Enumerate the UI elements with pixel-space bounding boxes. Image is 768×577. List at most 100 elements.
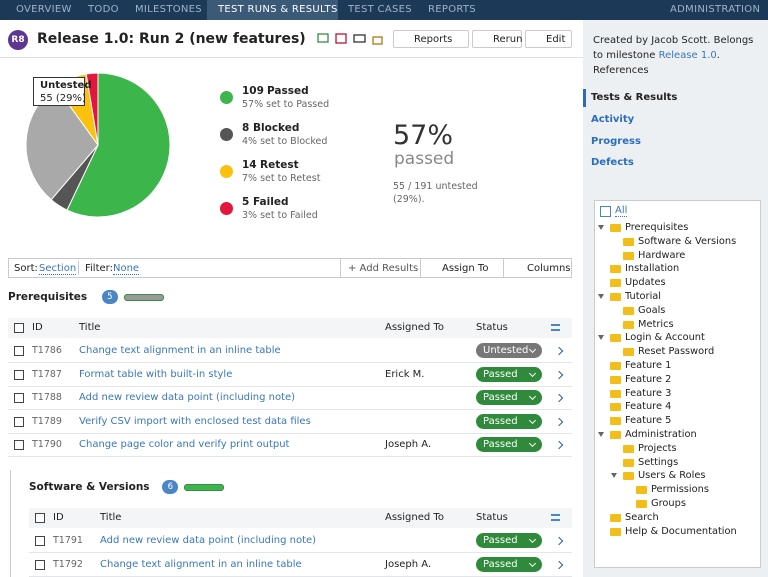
sort-value[interactable]: Section bbox=[39, 263, 77, 275]
checkbox[interactable] bbox=[35, 536, 45, 546]
tree-filter[interactable]: All bbox=[615, 205, 628, 217]
tree-toggle[interactable] bbox=[598, 225, 604, 230]
nav-item[interactable]: OVERVIEW bbox=[16, 4, 72, 15]
tree-item[interactable]: Groups bbox=[651, 498, 686, 509]
status-pill[interactable]: Passed bbox=[476, 556, 542, 572]
tree-item[interactable]: Updates bbox=[625, 277, 666, 289]
status-pill[interactable]: Untested bbox=[476, 343, 542, 358]
nav-item[interactable]: TODO bbox=[88, 4, 119, 15]
tree-item[interactable]: Settings bbox=[638, 456, 679, 468]
tree-item[interactable]: Goals bbox=[638, 304, 666, 316]
tree-item[interactable]: Permissions bbox=[651, 484, 709, 496]
tree-item[interactable]: Reset Password bbox=[638, 346, 715, 358]
status-pill[interactable]: Passed bbox=[476, 533, 542, 548]
tree-item[interactable]: Search bbox=[625, 511, 659, 523]
nav-item[interactable]: MILESTONES bbox=[135, 4, 202, 15]
tree-toggle[interactable] bbox=[598, 294, 604, 299]
tree-item[interactable]: Users & Roles bbox=[638, 470, 706, 482]
row-divider bbox=[8, 362, 572, 363]
case-id: T1789 bbox=[32, 415, 62, 427]
checkbox[interactable] bbox=[35, 513, 45, 523]
filter-value[interactable]: None bbox=[113, 263, 140, 275]
header-button[interactable]: Edit bbox=[525, 30, 572, 48]
row-chevron[interactable] bbox=[554, 441, 564, 450]
tree-item[interactable]: Software & Versions bbox=[638, 235, 737, 247]
checkbox[interactable] bbox=[14, 369, 24, 380]
tree-folder bbox=[623, 348, 634, 357]
row-divider bbox=[8, 409, 572, 411]
tree-folder bbox=[610, 224, 621, 232]
sidebar-menu-item[interactable]: Defects bbox=[591, 157, 634, 169]
case-title[interactable]: Add new review data point (including not… bbox=[79, 392, 296, 404]
tree-toggle[interactable] bbox=[598, 432, 604, 437]
status-pill[interactable]: Passed bbox=[476, 413, 542, 429]
tree-item[interactable]: Metrics bbox=[638, 318, 674, 330]
checkbox[interactable] bbox=[14, 416, 24, 427]
sidebar-menu-item[interactable]: Tests & Results bbox=[591, 92, 678, 103]
checkbox[interactable] bbox=[14, 393, 24, 404]
status-pill[interactable]: Passed bbox=[476, 437, 542, 453]
tree-item[interactable]: Hardware bbox=[638, 249, 686, 261]
row-chevron[interactable] bbox=[554, 370, 564, 379]
case-title[interactable]: Change text alignment in an inline table bbox=[79, 345, 281, 356]
untested-summary: 55 / 191 untested (29%). bbox=[393, 181, 478, 205]
tree-item[interactable]: Prerequisites bbox=[625, 222, 689, 233]
sidebar-menu-item[interactable]: Activity bbox=[591, 113, 635, 125]
filter-label: Filter: bbox=[85, 263, 113, 274]
status-pill[interactable]: Passed bbox=[476, 390, 542, 406]
tree-toggle[interactable] bbox=[598, 335, 604, 341]
tree-item[interactable]: Feature 1 bbox=[625, 360, 672, 371]
row-chevron[interactable] bbox=[554, 417, 564, 427]
tree-item[interactable]: Feature 5 bbox=[625, 415, 672, 427]
nav-item[interactable]: REPORTS bbox=[428, 4, 476, 15]
row-chevron[interactable] bbox=[554, 560, 564, 569]
tree-toggle[interactable] bbox=[611, 473, 617, 479]
row-chevron[interactable] bbox=[554, 536, 564, 546]
milestone-link[interactable]: Release 1.0 bbox=[658, 50, 717, 61]
tree-item[interactable]: Installation bbox=[625, 263, 680, 275]
case-title[interactable]: Add new review data point (including not… bbox=[100, 535, 317, 546]
tooltip-detail: 55 (29%) bbox=[40, 93, 86, 104]
percent-label: passed bbox=[394, 149, 455, 169]
tree-item[interactable]: Login & Account bbox=[625, 332, 705, 344]
tree-item[interactable]: Tutorial bbox=[625, 291, 662, 302]
case-title[interactable]: Format table with built-in style bbox=[79, 368, 233, 380]
tree-item[interactable]: Feature 3 bbox=[625, 387, 672, 399]
sidebar-menu-item[interactable]: Progress bbox=[591, 135, 641, 147]
checkbox[interactable] bbox=[14, 323, 24, 333]
checkbox[interactable] bbox=[14, 440, 24, 451]
case-id: T1786 bbox=[32, 345, 62, 356]
table-header bbox=[29, 508, 572, 528]
add-results[interactable]: + Add Results bbox=[348, 263, 419, 274]
checkbox[interactable] bbox=[35, 559, 45, 570]
status-pill[interactable]: Passed bbox=[476, 366, 542, 382]
percent: 57% bbox=[393, 120, 454, 151]
legend-dot bbox=[220, 202, 233, 215]
header-button[interactable]: Rerun bbox=[472, 30, 522, 48]
header-button[interactable]: Reports bbox=[393, 30, 469, 48]
columns-icon bbox=[551, 324, 560, 331]
tree-item[interactable]: Feature 2 bbox=[625, 373, 672, 385]
nav-item[interactable]: TEST RUNS & RESULTS bbox=[218, 4, 338, 15]
case-title[interactable]: Change page color and verify print outpu… bbox=[79, 439, 290, 451]
row-chevron[interactable] bbox=[554, 393, 564, 403]
case-title[interactable]: Verify CSV import with enclosed test dat… bbox=[79, 415, 311, 427]
tree-filter-icon bbox=[600, 206, 611, 217]
checkbox[interactable] bbox=[14, 346, 24, 356]
legend-count: 8 bbox=[242, 122, 250, 134]
legend-count: 109 bbox=[242, 85, 264, 97]
nav-admin[interactable]: ADMINISTRATION bbox=[670, 4, 761, 15]
tree-item[interactable]: Help & Documentation bbox=[625, 525, 737, 537]
tree-folder bbox=[610, 527, 621, 536]
tree-item[interactable]: Administration bbox=[625, 429, 697, 440]
assign-to[interactable]: Assign To bbox=[442, 263, 489, 274]
tree-item[interactable]: Projects bbox=[638, 442, 677, 454]
columns[interactable]: Columns bbox=[527, 263, 571, 274]
row-chevron[interactable] bbox=[554, 346, 564, 356]
tree-item[interactable]: Feature 4 bbox=[625, 401, 672, 413]
legend-dot bbox=[220, 165, 233, 178]
nav-item[interactable]: TEST CASES bbox=[348, 4, 412, 15]
tree-folder bbox=[610, 431, 621, 439]
case-title[interactable]: Change text alignment in an inline table bbox=[100, 558, 302, 570]
nav-active-bg bbox=[207, 0, 338, 20]
